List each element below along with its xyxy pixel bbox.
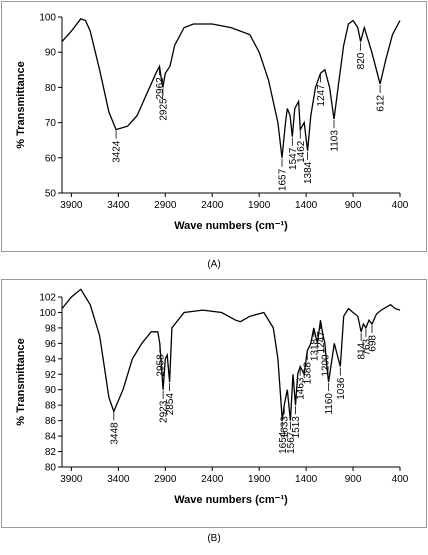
peak-label: 1567 <box>286 431 297 454</box>
panel-border <box>1 279 427 528</box>
peak-label: 1513 <box>291 416 302 439</box>
x-axis-title: Wave numbers (cm⁻¹) <box>174 220 288 232</box>
y-tick-label: 90 <box>45 385 57 396</box>
y-tick-label: 50 <box>45 189 57 200</box>
y-axis-title: % Transmittance <box>15 61 27 148</box>
x-axis-title: Wave numbers (cm⁻¹) <box>174 494 288 506</box>
x-tick-label: 2900 <box>154 200 177 211</box>
y-tick-label: 86 <box>45 416 57 427</box>
peak-label: 1318 <box>309 338 320 361</box>
peak-label: 1103 <box>329 130 340 152</box>
peak-label: 2854 <box>165 393 176 416</box>
peak-label: 1384 <box>303 161 314 184</box>
peak-label: 2925 <box>158 98 169 121</box>
peak-label: 612 <box>376 94 387 111</box>
peak-label: 1160 <box>324 393 335 415</box>
x-tick-label: 3900 <box>60 474 83 485</box>
x-tick-label: 3400 <box>107 474 130 485</box>
panel-caption: (A) <box>207 259 220 270</box>
y-tick-label: 100 <box>39 13 56 24</box>
x-tick-label: 900 <box>345 200 362 211</box>
y-tick-label: 60 <box>45 153 57 164</box>
peak-label: 1633 <box>280 416 291 439</box>
peak-label: 3448 <box>109 422 120 445</box>
peak-label: 1036 <box>336 377 347 400</box>
y-tick-label: 70 <box>45 118 57 129</box>
peak-label: 1200 <box>320 354 331 377</box>
peak-label: 1462 <box>296 140 307 163</box>
peak-label: 2962 <box>155 77 166 100</box>
peak-label: 1247 <box>316 84 327 107</box>
x-tick-label: 900 <box>345 474 362 485</box>
peak-label: 1247 <box>316 331 327 354</box>
x-tick-label: 1900 <box>248 474 271 485</box>
y-tick-label: 102 <box>39 293 56 304</box>
x-tick-label: 3900 <box>60 200 83 211</box>
peak-label: 1657 <box>277 168 288 191</box>
spectrum-line <box>61 288 401 421</box>
y-tick-label: 88 <box>45 401 57 412</box>
peak-label: 3424 <box>112 140 123 163</box>
y-tick-label: 92 <box>45 370 57 381</box>
spectrum-line <box>61 18 401 158</box>
peak-label: 2958 <box>155 354 166 377</box>
y-tick-label: 96 <box>45 339 57 350</box>
peak-label: 1388 <box>303 362 314 385</box>
y-tick-label: 94 <box>45 354 57 365</box>
y-tick-label: 80 <box>45 463 57 474</box>
peak-label: 698 <box>368 335 379 352</box>
peak-label: 820 <box>356 52 367 69</box>
peak-label: 1654 <box>278 431 289 454</box>
panel-border <box>1 1 427 252</box>
peak-label: 1463 <box>296 377 307 400</box>
x-tick-label: 2900 <box>154 474 177 485</box>
peak-label: 1547 <box>288 147 299 170</box>
x-tick-label: 2400 <box>201 474 224 485</box>
y-axis-title: % Transmittance <box>15 338 27 425</box>
x-tick-label: 2400 <box>201 200 224 211</box>
y-tick-label: 98 <box>45 323 57 334</box>
y-tick-label: 90 <box>45 48 57 59</box>
x-tick-label: 1400 <box>295 474 318 485</box>
x-tick-label: 3400 <box>107 200 130 211</box>
x-tick-label: 400 <box>392 200 409 211</box>
panel-caption: (B) <box>207 533 220 544</box>
x-tick-label: 400 <box>392 474 409 485</box>
y-tick-label: 82 <box>45 447 57 458</box>
y-tick-label: 100 <box>39 308 56 319</box>
peak-label: 814 <box>357 342 368 359</box>
x-tick-label: 1900 <box>248 200 271 211</box>
x-tick-label: 1400 <box>295 200 318 211</box>
peak-label: 2923 <box>159 400 170 423</box>
y-tick-label: 80 <box>45 83 57 94</box>
y-tick-label: 84 <box>45 432 57 443</box>
peak-label: 763 <box>361 338 372 355</box>
